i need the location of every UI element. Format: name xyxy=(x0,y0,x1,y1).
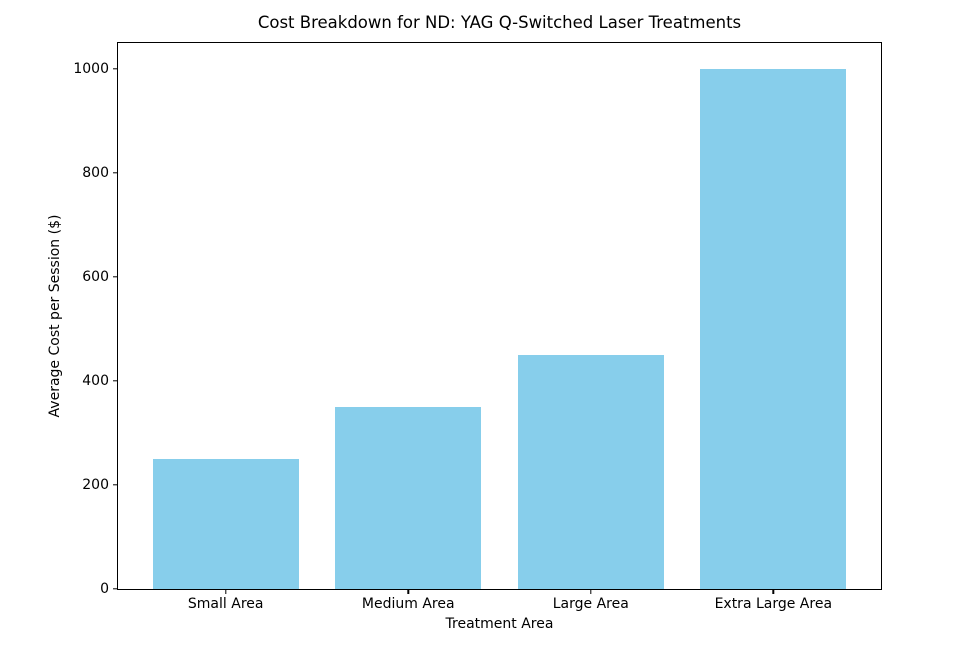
y-tick-label-400: 400 xyxy=(82,373,109,389)
x-tick-label-medium-area: Medium Area xyxy=(361,596,455,612)
y-axis-label: Average Cost per Session ($) xyxy=(47,214,63,418)
y-tick-mark-1000 xyxy=(113,68,118,70)
bar-medium-area xyxy=(335,407,482,589)
x-tick-label-small-area: Small Area xyxy=(187,596,264,612)
y-tick-label-600: 600 xyxy=(82,269,109,285)
y-tick-mark-800 xyxy=(113,172,118,174)
x-tick-label-large-area: Large Area xyxy=(552,596,629,612)
x-tick-mark-extra-large-area xyxy=(772,589,774,594)
x-tick-mark-small-area xyxy=(224,589,227,594)
x-tick-label-extra-large-area: Extra Large Area xyxy=(714,596,833,612)
y-tick-label-1000: 1000 xyxy=(73,61,109,77)
x-tick-mark-medium-area xyxy=(407,589,409,594)
x-axis-label: Treatment Area xyxy=(445,616,554,632)
y-tick-mark-400 xyxy=(113,380,118,382)
bar-small-area xyxy=(152,459,299,589)
y-tick-label-0: 0 xyxy=(100,581,109,597)
plot-area: Small Area Medium Area Large Area Extra Lar… xyxy=(73,42,882,612)
chart-title: Cost Breakdown for ND: YAG Q-Switched La… xyxy=(257,13,742,32)
y-tick-label-200: 200 xyxy=(82,477,109,493)
y-tick-mark-0 xyxy=(113,588,118,590)
y-tick-mark-600 xyxy=(113,276,118,278)
y-tick-mark-200 xyxy=(113,484,118,486)
bar-extra-large-area xyxy=(700,69,847,589)
x-tick-mark-large-area xyxy=(590,589,592,594)
bar-large-area xyxy=(517,355,664,589)
y-tick-label-800: 800 xyxy=(82,165,109,181)
